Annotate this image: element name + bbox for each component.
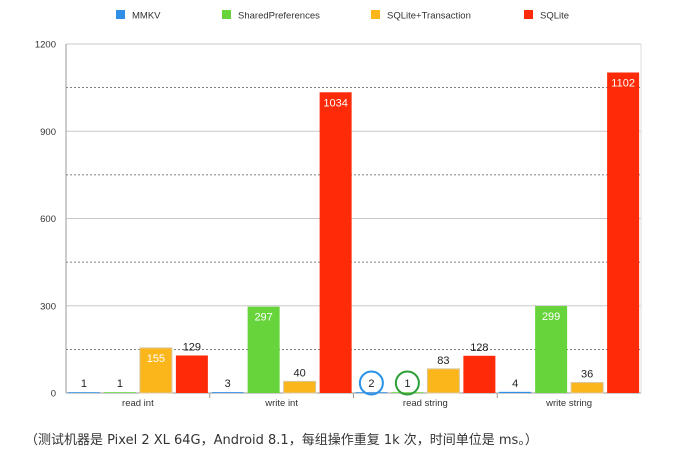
legend: MMKV SharedPreferences SQLite+Transaction S…: [116, 10, 569, 22]
value-label-read-string-mmkv: 2: [368, 378, 374, 390]
legend-swatch-mmkv: [116, 10, 125, 19]
legend-label-sharedpreferences: SharedPreferences: [238, 11, 320, 22]
value-label-read-int-sqlite-transaction: 155: [147, 353, 165, 365]
y-tick-label-300: 300: [40, 301, 56, 312]
bar-read-int-sqlite: [175, 355, 208, 393]
value-label-read-string-sqlite-transaction: 83: [437, 355, 449, 367]
x-tick-label-write-string: write string: [545, 398, 592, 409]
bar-write-int-sqlite-transaction: [283, 380, 317, 394]
value-label-read-string-sqlite: 128: [470, 342, 488, 354]
bar-read-string-sharedpreferences: [391, 392, 424, 393]
y-tick-label-1200: 1200: [35, 40, 56, 51]
legend-label-mmkv: MMKV: [132, 11, 161, 22]
highlight-circle-read-string-sharedpreferences: [394, 370, 420, 396]
value-label-read-int-mmkv: 1: [81, 378, 87, 390]
value-label-write-int-mmkv: 3: [225, 378, 231, 390]
value-label-write-string-sharedpreferences: 299: [542, 311, 560, 323]
legend-swatch-sqlite-transaction: [371, 10, 380, 19]
bars: 1 1 155 129 3 297 40 1034 2 1 83 128 4 299 36 1102: [67, 72, 640, 394]
value-label-write-string-sqlite-transaction: 36: [581, 369, 593, 381]
x-tick-label-read-int: read int: [122, 398, 154, 409]
bar-read-int-sqlite-transaction: [139, 347, 173, 394]
bar-read-int-mmkv: [67, 392, 100, 393]
bar-write-string-sqlite: [607, 72, 640, 394]
legend-swatch-sharedpreferences: [222, 10, 231, 19]
value-label-write-int-sharedpreferences: 297: [254, 312, 272, 324]
x-tick-label-read-string: read string: [403, 398, 448, 409]
value-label-read-string-sharedpreferences: 1: [404, 378, 410, 390]
bar-write-string-mmkv: [499, 391, 532, 393]
bar-read-string-sqlite: [463, 355, 496, 393]
value-label-read-int-sqlite: 129: [183, 341, 201, 353]
bar-read-string-mmkv: [355, 392, 388, 393]
y-tick-label-0: 0: [51, 389, 56, 400]
legend-label-sqlite-transaction: SQLite+Transaction: [387, 11, 471, 22]
value-label-write-int-sqlite: 1034: [323, 97, 347, 109]
value-label-write-int-sqlite-transaction: 40: [294, 367, 306, 379]
bar-write-int-mmkv: [211, 392, 244, 393]
x-tick-label-write-int: write int: [264, 398, 298, 409]
y-tick-label-900: 900: [40, 127, 56, 138]
bar-write-int-sqlite: [319, 92, 352, 394]
bar-read-int-sharedpreferences: [103, 392, 136, 393]
value-label-write-string-mmkv: 4: [512, 378, 518, 390]
legend-label-sqlite: SQLite: [540, 11, 569, 22]
value-label-write-string-sqlite: 1102: [611, 78, 635, 90]
bar-write-string-sharedpreferences: [535, 306, 568, 393]
highlight-circle-read-string-mmkv: [358, 370, 384, 396]
y-axis: 0 300 600 900 1200: [35, 40, 56, 400]
bar-read-string-sqlite-transaction: [426, 368, 460, 394]
y-tick-label-600: 600: [40, 214, 56, 225]
bar-write-string-sqlite-transaction: [570, 382, 604, 394]
value-label-read-int-sharedpreferences: 1: [117, 378, 123, 390]
caption: （测试机器是 Pixel 2 XL 64G，Android 8.1，每组操作重复…: [25, 433, 538, 448]
legend-swatch-sqlite: [524, 10, 533, 19]
x-axis: read int write int read string write string: [122, 393, 592, 409]
annotations: [358, 370, 420, 396]
bar-write-int-sharedpreferences: [247, 306, 280, 393]
